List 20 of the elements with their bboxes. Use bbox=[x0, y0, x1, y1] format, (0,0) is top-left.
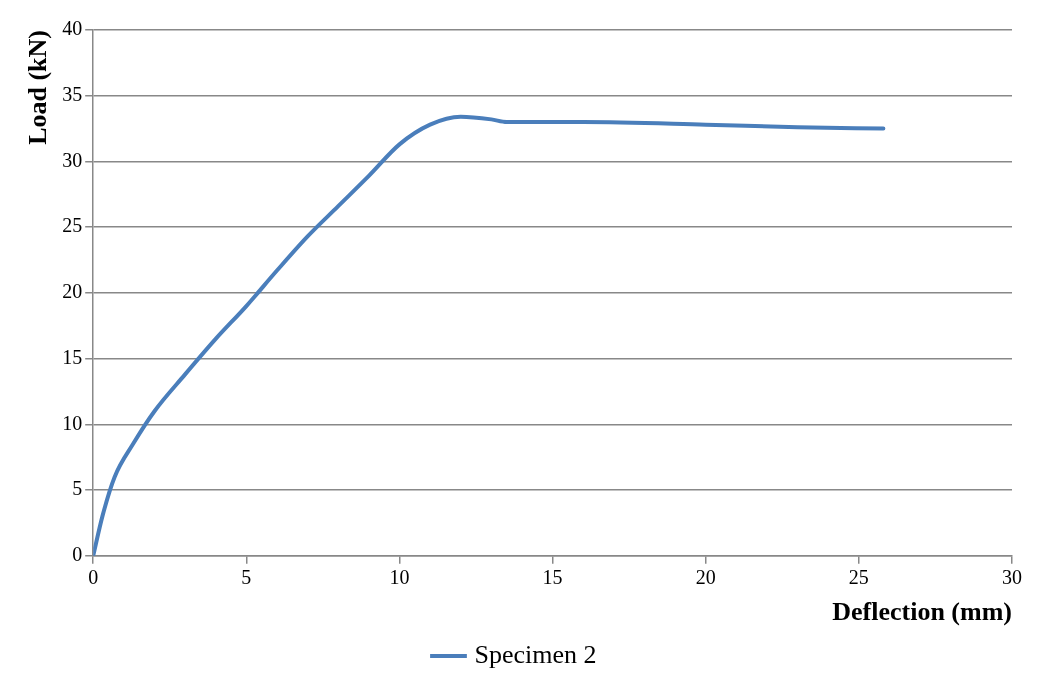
x-tick-label: 10 bbox=[389, 566, 410, 589]
y-tick-label: 10 bbox=[62, 411, 83, 434]
y-tick-label: 40 bbox=[62, 17, 83, 40]
x-tick-label: 0 bbox=[88, 566, 99, 589]
y-tick-label: 5 bbox=[72, 477, 83, 500]
x-axis-title: Deflection (mm) bbox=[832, 597, 1012, 627]
x-tick-label: 25 bbox=[848, 566, 869, 589]
y-tick-label: 20 bbox=[62, 280, 83, 303]
legend-label: Specimen 2 bbox=[474, 639, 597, 669]
y-tick-label: 0 bbox=[72, 543, 83, 566]
x-tick-label: 30 bbox=[1002, 566, 1022, 589]
y-tick-label: 15 bbox=[62, 345, 83, 368]
y-tick-label: 25 bbox=[62, 214, 83, 237]
line-series bbox=[93, 114, 886, 556]
x-tick-label: 20 bbox=[695, 566, 716, 589]
y-tick-label: 35 bbox=[62, 82, 83, 105]
x-tick-label: 15 bbox=[542, 566, 563, 589]
y-axis-title: Load (kN) bbox=[23, 30, 53, 145]
y-tick-label: 30 bbox=[62, 148, 83, 171]
x-tick-label: 5 bbox=[241, 566, 252, 589]
